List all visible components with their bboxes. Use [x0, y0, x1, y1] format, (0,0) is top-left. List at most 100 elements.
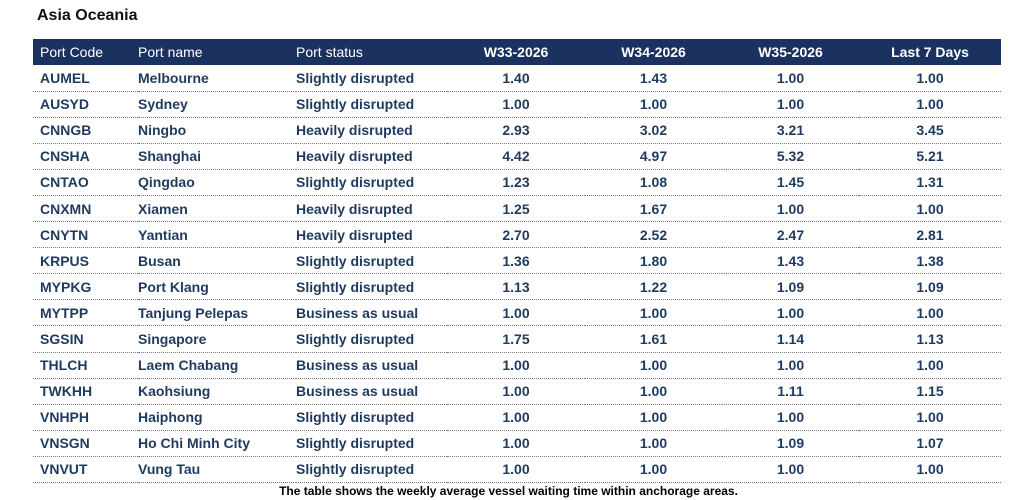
- table-row: CNSHA Shanghai Heavily disrupted 4.42 4.97 5.…: [33, 143, 1001, 170]
- w34-value-cell: 1.00: [585, 352, 722, 379]
- port-status-cell: Business as usual: [296, 352, 447, 379]
- port-code-cell: AUSYD: [33, 91, 138, 118]
- port-code-cell: MYTPP: [33, 299, 138, 327]
- w33-value-cell: 1.75: [447, 325, 585, 353]
- w35-value-cell: 1.09: [722, 430, 859, 457]
- table-row: MYPKG Port Klang Slightly disrupted 1.13 1.2…: [33, 273, 1001, 301]
- port-status-cell: Heavily disrupted: [296, 195, 447, 223]
- w35-value-cell: 3.21: [722, 117, 859, 144]
- port-status-cell: Slightly disrupted: [296, 456, 447, 484]
- port-name-cell: Yantian: [138, 221, 296, 249]
- w33-value-cell: 1.00: [447, 299, 585, 327]
- w35-value-cell: 1.45: [722, 169, 859, 196]
- port-code-cell: CNSHA: [33, 143, 138, 170]
- port-code-cell: VNHPH: [33, 404, 138, 431]
- port-code-cell: VNSGN: [33, 430, 138, 457]
- w34-value-cell: 1.67: [585, 195, 722, 223]
- w33-value-cell: 1.00: [447, 430, 585, 457]
- w34-value-cell: 1.00: [585, 430, 722, 457]
- port-name-cell: Ningbo: [138, 117, 296, 144]
- last-7-days-value-cell: 1.00: [859, 91, 1001, 118]
- w34-value-cell: 1.00: [585, 456, 722, 484]
- w33-value-cell: 1.40: [447, 65, 585, 92]
- port-name-cell: Xiamen: [138, 195, 296, 223]
- port-status-cell: Heavily disrupted: [296, 143, 447, 170]
- w33-value-cell: 1.36: [447, 247, 585, 275]
- w33-value-cell: 1.00: [447, 378, 585, 405]
- port-status-cell: Heavily disrupted: [296, 117, 447, 144]
- port-code-cell: CNTAO: [33, 169, 138, 196]
- port-code-cell: AUMEL: [33, 65, 138, 92]
- w33-value-cell: 1.00: [447, 404, 585, 431]
- w35-value-cell: 1.14: [722, 325, 859, 353]
- w35-value-cell: 2.47: [722, 221, 859, 249]
- port-status-cell: Slightly disrupted: [296, 273, 447, 301]
- port-code-cell: CNNGB: [33, 117, 138, 144]
- table-row: CNXMN Xiamen Heavily disrupted 1.25 1.67 1.00…: [33, 195, 1001, 223]
- w34-value-cell: 2.52: [585, 221, 722, 249]
- table-row: AUSYD Sydney Slightly disrupted 1.00 1.00 1.0…: [33, 91, 1001, 118]
- w33-value-cell: 2.70: [447, 221, 585, 249]
- header-w35: W35-2026: [758, 44, 823, 60]
- w35-value-cell: 1.00: [722, 195, 859, 223]
- w34-value-cell: 1.22: [585, 273, 722, 301]
- w33-value-cell: 1.00: [447, 352, 585, 379]
- header-port-code: Port Code: [40, 44, 104, 60]
- port-status-cell: Slightly disrupted: [296, 430, 447, 457]
- port-code-cell: CNXMN: [33, 195, 138, 223]
- port-code-cell: TWKHH: [33, 378, 138, 405]
- table-header-row: Port Code Port name Port status W33-2026…: [33, 39, 1001, 65]
- port-code-cell: KRPUS: [33, 247, 138, 275]
- last-7-days-value-cell: 1.31: [859, 169, 1001, 196]
- port-code-cell: MYPKG: [33, 273, 138, 301]
- last-7-days-value-cell: 5.21: [859, 143, 1001, 170]
- table-row: SGSIN Singapore Slightly disrupted 1.75 1.61…: [33, 325, 1001, 353]
- table-row: VNVUT Vung Tau Slightly disrupted 1.00 1.00 1…: [33, 456, 1001, 484]
- w34-value-cell: 1.08: [585, 169, 722, 196]
- w34-value-cell: 1.00: [585, 299, 722, 327]
- port-waiting-table: Port Code Port name Port status W33-2026…: [33, 39, 1001, 484]
- table-row: TWKHH Kaohsiung Business as usual 1.00 1.00 1…: [33, 378, 1001, 405]
- header-w34: W34-2026: [621, 44, 686, 60]
- last-7-days-value-cell: 1.09: [859, 273, 1001, 301]
- table-row: THLCH Laem Chabang Business as usual 1.00 1.…: [33, 352, 1001, 379]
- last-7-days-value-cell: 3.45: [859, 117, 1001, 144]
- w34-value-cell: 1.00: [585, 404, 722, 431]
- port-name-cell: Busan: [138, 247, 296, 275]
- table-row: AUMEL Melbourne Slightly disrupted 1.40 1.43…: [33, 65, 1001, 92]
- w35-value-cell: 1.00: [722, 456, 859, 484]
- last-7-days-value-cell: 1.13: [859, 325, 1001, 353]
- w33-value-cell: 4.42: [447, 143, 585, 170]
- w33-value-cell: 1.25: [447, 195, 585, 223]
- w34-value-cell: 1.43: [585, 65, 722, 92]
- last-7-days-value-cell: 2.81: [859, 221, 1001, 249]
- port-status-cell: Slightly disrupted: [296, 325, 447, 353]
- port-status-cell: Slightly disrupted: [296, 169, 447, 196]
- last-7-days-value-cell: 1.00: [859, 65, 1001, 92]
- port-code-cell: VNVUT: [33, 456, 138, 484]
- w33-value-cell: 1.23: [447, 169, 585, 196]
- table-row: KRPUS Busan Slightly disrupted 1.36 1.80 1.43…: [33, 247, 1001, 275]
- port-name-cell: Tanjung Pelepas: [138, 299, 296, 327]
- table-caption: The table shows the weekly average vesse…: [279, 484, 738, 498]
- w34-value-cell: 4.97: [585, 143, 722, 170]
- port-code-cell: SGSIN: [33, 325, 138, 353]
- w33-value-cell: 1.13: [447, 273, 585, 301]
- w34-value-cell: 3.02: [585, 117, 722, 144]
- w35-value-cell: 1.00: [722, 404, 859, 431]
- table-body: AUMEL Melbourne Slightly disrupted 1.40 1.43…: [33, 65, 1001, 484]
- last-7-days-value-cell: 1.07: [859, 430, 1001, 457]
- last-7-days-value-cell: 1.00: [859, 352, 1001, 379]
- port-name-cell: Vung Tau: [138, 456, 296, 484]
- header-port-status: Port status: [296, 44, 363, 60]
- w35-value-cell: 1.00: [722, 91, 859, 118]
- last-7-days-value-cell: 1.00: [859, 299, 1001, 327]
- port-name-cell: Qingdao: [138, 169, 296, 196]
- port-status-cell: Heavily disrupted: [296, 221, 447, 249]
- port-name-cell: Shanghai: [138, 143, 296, 170]
- port-name-cell: Kaohsiung: [138, 378, 296, 405]
- section-title: Asia Oceania: [37, 7, 138, 24]
- w33-value-cell: 2.93: [447, 117, 585, 144]
- w33-value-cell: 1.00: [447, 456, 585, 484]
- w35-value-cell: 5.32: [722, 143, 859, 170]
